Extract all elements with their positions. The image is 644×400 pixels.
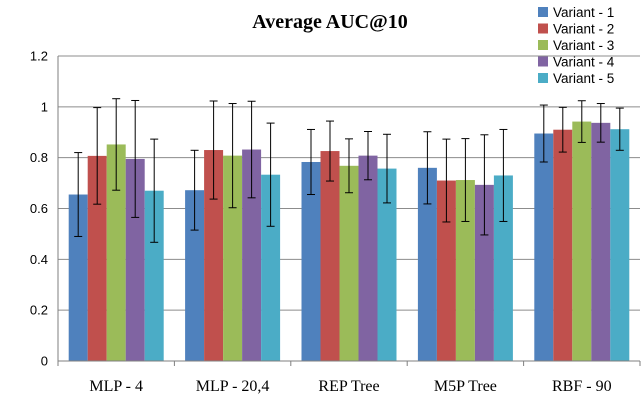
x-category-label: M5P Tree [434,378,497,395]
axes [57,56,641,366]
x-category-label: REP Tree [318,378,379,395]
bar-4-4 [474,184,494,361]
bar-1-5 [534,133,554,361]
bar-2-3 [320,151,340,361]
error-bars [74,98,624,243]
x-category-label: RBF - 90 [552,378,612,395]
bar-1-4 [417,167,437,361]
legend-label: Variant - 1 [553,5,614,20]
bar-5-3 [377,168,397,361]
legend-swatch [538,23,548,34]
bar-5-5 [610,129,630,361]
y-tick-labels: 0 0.2 0.4 0.6 0.8 1 1.2 [30,49,48,369]
bar-3-3 [339,165,359,361]
bar-4-3 [358,155,378,361]
bar-2-2 [204,150,224,361]
bar-3-5 [572,121,592,361]
chart-title: Average AUC@10 [252,11,407,33]
y-tick-label: 0 [41,354,48,369]
x-category-label: MLP - 20,4 [196,378,270,395]
y-tick-label: 1.2 [30,49,48,64]
legend-swatch [538,40,548,50]
legend-label: Variant - 4 [553,55,615,70]
x-category-labels: MLP - 4 MLP - 20,4 REP Tree M5P Tree RBF - 9… [89,378,611,395]
legend-label: Variant - 2 [553,22,614,37]
legend-label: Variant - 5 [553,71,614,86]
legend-swatch [538,56,548,67]
bars [68,121,630,362]
y-tick-label: 1 [41,99,48,114]
bar-1-2 [185,190,205,361]
bar-3-2 [223,155,243,361]
bar-1-1 [68,194,88,361]
legend-swatch [538,7,548,17]
y-tick-label: 0.6 [30,201,48,216]
y-tick-label: 0.2 [30,303,48,318]
legend-swatch [538,73,548,83]
x-category-label: MLP - 4 [89,378,143,395]
bar-3-4 [455,180,475,361]
bar-5-2 [261,174,281,361]
legend-label: Variant - 3 [553,38,614,53]
bar-4-1 [125,158,145,361]
y-tick-label: 0.4 [30,252,48,267]
bar-4-5 [591,122,611,362]
bar-5-4 [493,175,513,361]
bar-4-2 [242,149,262,361]
bar-2-5 [553,129,573,361]
y-tick-label: 0.8 [30,150,48,165]
bar-2-4 [436,180,456,361]
bar-2-1 [87,155,107,361]
bar-5-1 [144,190,164,361]
bar-1-3 [301,161,321,361]
bar-3-1 [106,144,126,361]
